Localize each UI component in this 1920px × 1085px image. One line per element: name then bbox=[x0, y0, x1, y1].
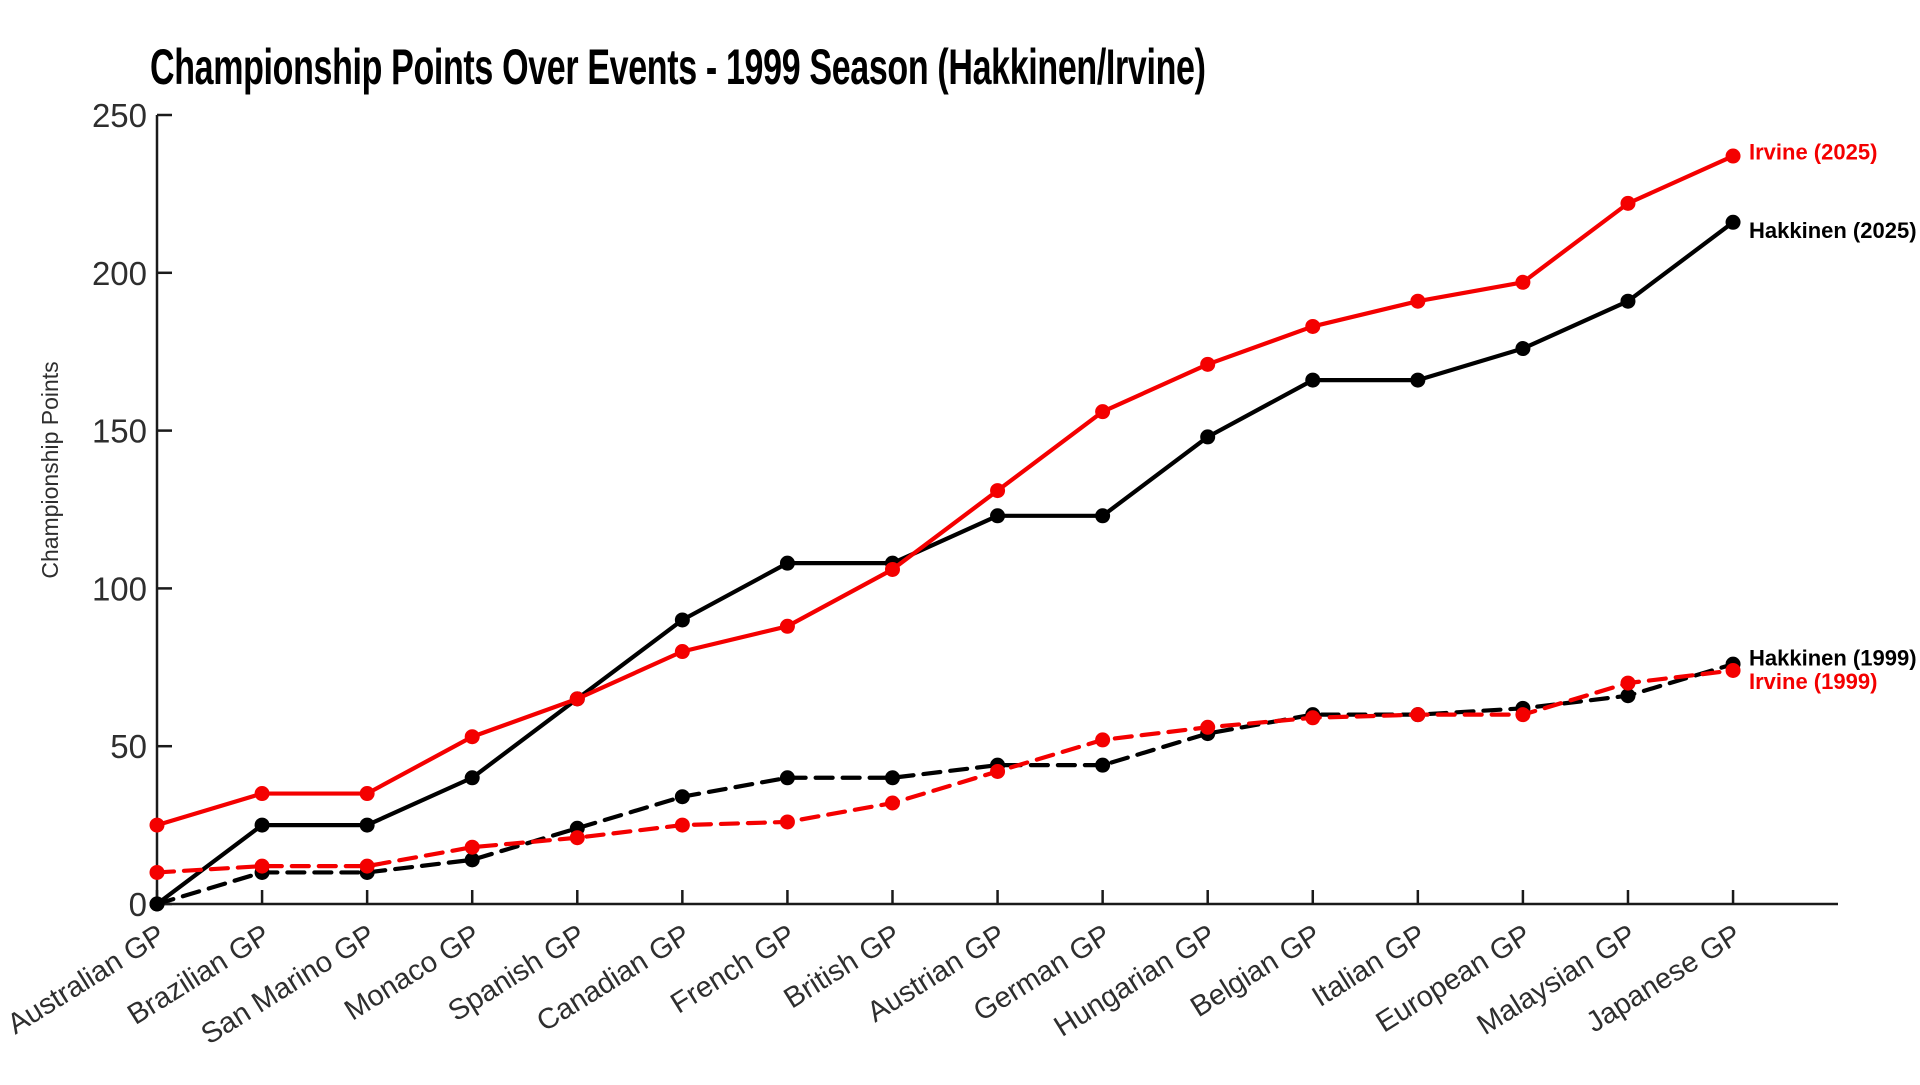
data-point bbox=[1305, 318, 1321, 334]
data-point bbox=[1620, 675, 1636, 691]
data-point bbox=[674, 789, 690, 805]
data-point bbox=[1095, 757, 1111, 773]
data-point bbox=[1095, 732, 1111, 748]
data-point bbox=[1515, 341, 1531, 357]
data-point bbox=[464, 852, 480, 868]
data-point bbox=[674, 644, 690, 660]
data-point bbox=[674, 817, 690, 833]
data-point bbox=[1200, 356, 1216, 372]
data-point bbox=[1515, 707, 1531, 723]
data-point bbox=[359, 786, 375, 802]
data-point bbox=[1620, 688, 1636, 704]
data-point bbox=[464, 770, 480, 786]
chart-title: Championship Points Over Events - 1999 S… bbox=[150, 39, 1206, 95]
y-tick-label: 200 bbox=[92, 255, 147, 292]
series-end-label: Hakkinen (1999) bbox=[1749, 646, 1917, 671]
data-point bbox=[149, 817, 165, 833]
series-end-label: Hakkinen (2025) bbox=[1749, 218, 1917, 243]
data-point bbox=[149, 864, 165, 880]
series-end-label: Irvine (1999) bbox=[1749, 669, 1877, 694]
series-line bbox=[154, 668, 1736, 875]
data-point bbox=[990, 483, 1006, 499]
data-point bbox=[1095, 508, 1111, 524]
data-point bbox=[359, 817, 375, 833]
data-point bbox=[1410, 293, 1426, 309]
data-point bbox=[779, 555, 795, 571]
data-point bbox=[1725, 148, 1741, 164]
series-irvine-1999- bbox=[149, 662, 1741, 880]
data-point bbox=[1200, 719, 1216, 735]
data-point bbox=[1725, 214, 1741, 230]
data-point bbox=[569, 691, 585, 707]
series-end-labels: Hakkinen (2025) Irvine (2025) Hakkinen (19… bbox=[1749, 140, 1917, 694]
data-point bbox=[464, 839, 480, 855]
series-line bbox=[154, 153, 1736, 828]
data-point bbox=[779, 770, 795, 786]
data-point bbox=[884, 770, 900, 786]
data-point bbox=[569, 830, 585, 846]
data-point bbox=[884, 795, 900, 811]
data-point bbox=[359, 858, 375, 874]
data-point bbox=[254, 786, 270, 802]
series-line bbox=[154, 662, 1736, 907]
data-point bbox=[149, 896, 165, 912]
y-tick-label: 150 bbox=[92, 413, 147, 450]
data-point bbox=[1095, 404, 1111, 420]
y-tick-label: 0 bbox=[129, 886, 147, 923]
data-point bbox=[1620, 195, 1636, 211]
data-point bbox=[1305, 710, 1321, 726]
data-point bbox=[1410, 707, 1426, 723]
data-point bbox=[1410, 372, 1426, 388]
data-point bbox=[779, 814, 795, 830]
y-axis-title: Championship Points bbox=[37, 361, 63, 578]
data-point bbox=[1725, 662, 1741, 678]
data-point bbox=[1305, 372, 1321, 388]
y-tick-label: 100 bbox=[92, 570, 147, 607]
data-point bbox=[1200, 429, 1216, 445]
y-tick-label: 50 bbox=[110, 728, 147, 765]
data-point bbox=[990, 763, 1006, 779]
data-point bbox=[674, 612, 690, 628]
data-point bbox=[1515, 274, 1531, 290]
y-tick-label: 250 bbox=[92, 97, 147, 134]
data-point bbox=[990, 508, 1006, 524]
x-tick-label: San Marino GP bbox=[196, 919, 381, 1051]
series-line bbox=[154, 220, 1736, 907]
data-point bbox=[779, 618, 795, 634]
data-point bbox=[254, 858, 270, 874]
data-point bbox=[884, 561, 900, 577]
series-hakkinen-2025- bbox=[149, 214, 1741, 912]
series-lines bbox=[149, 148, 1741, 912]
data-point bbox=[464, 729, 480, 745]
series-end-label: Irvine (2025) bbox=[1749, 140, 1877, 165]
data-point bbox=[254, 817, 270, 833]
data-point bbox=[1620, 293, 1636, 309]
series-irvine-2025- bbox=[149, 148, 1741, 833]
